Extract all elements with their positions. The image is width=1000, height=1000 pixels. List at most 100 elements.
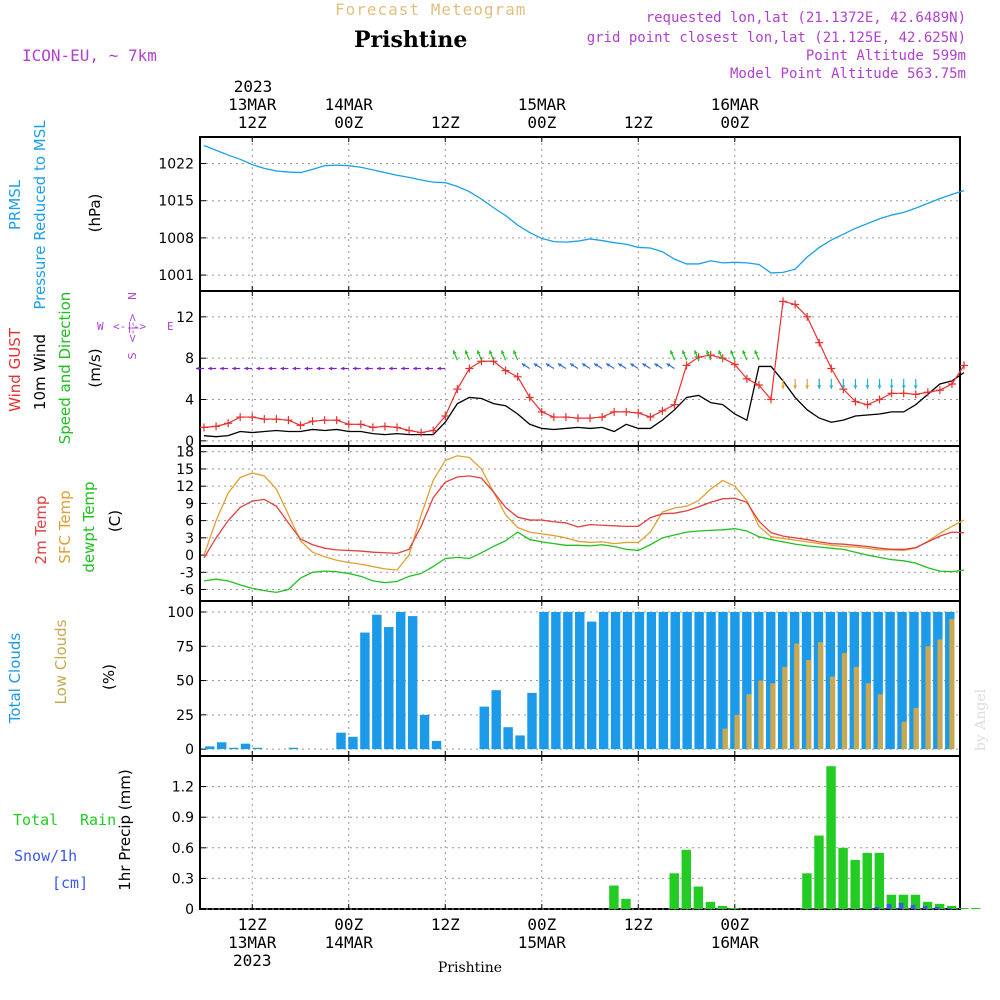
wind-arrow-green-north-2 (682, 350, 686, 360)
gust-marker (477, 357, 485, 365)
temp-2m-label: 2m Temp (32, 496, 50, 565)
sfc-temp-label: SFC Temp (56, 490, 74, 563)
clouds-unit-label: (%) (100, 664, 118, 690)
wind-arrow-light-purple-west (437, 367, 445, 371)
compass-north-south-arrow: <-|-> (126, 313, 139, 343)
top-axis-date: 16MAR (711, 95, 760, 114)
gust-marker (586, 414, 594, 422)
wind-arrow-orange-south (793, 379, 797, 389)
y-tick-label: 12 (176, 479, 194, 495)
top-axis-date: 13MAR (228, 95, 277, 114)
panel-wind (200, 291, 960, 446)
gust-marker (912, 390, 920, 398)
wind-arrow-cyan-south (890, 379, 894, 389)
wind-arrow-light-purple-west (353, 367, 361, 371)
wind-arrow-light-purple-west (268, 367, 276, 371)
wind10-label: 10m Wind (31, 334, 49, 410)
low-cloud-bar (914, 708, 919, 749)
bottom-axis-hour: 00Z (720, 915, 749, 934)
y-tick-label: 1022 (158, 157, 194, 173)
wind-arrow-blue-northwest (546, 364, 554, 369)
gust-marker (284, 416, 292, 424)
bottom-axis-hour: 12Z (431, 915, 460, 934)
gust-marker (550, 413, 558, 421)
gust-marker (212, 422, 220, 430)
total-cloud-bar (611, 612, 620, 749)
gust-marker (465, 365, 473, 373)
bottom-axis-date: 16MAR (711, 933, 760, 952)
total-cloud-bar (527, 693, 536, 749)
gust-marker (622, 408, 630, 416)
bottom-axis-year: 2023 (233, 951, 272, 970)
total-cloud-bar (420, 715, 429, 749)
rain-bar (694, 887, 703, 909)
gust-marker (345, 420, 353, 428)
precip-cm-label: [cm] (52, 874, 88, 892)
gust-marker (610, 408, 618, 416)
gust-marker (272, 415, 280, 423)
y-tick-label: 15 (176, 462, 194, 478)
wind-arrow-cyan-south (854, 379, 858, 389)
y-tick-label: 0 (185, 742, 194, 758)
rain-bar (959, 908, 968, 909)
bottom-axis-hour: 00Z (527, 915, 556, 934)
total-cloud-bar (336, 733, 345, 749)
wind-arrow-blue-northwest (666, 364, 674, 369)
total-clouds-label: Total Clouds (6, 633, 24, 725)
gust-marker (453, 385, 461, 393)
gust-marker (381, 422, 389, 430)
low-cloud-bar (818, 642, 823, 749)
requested-location: requested lon,lat (21.1372E, 42.6489N) (646, 10, 966, 26)
total-cloud-bar (372, 615, 381, 749)
wind10-line (204, 366, 964, 436)
wind-arrow-blue-northwest (654, 364, 662, 369)
y-tick-label: 4 (185, 393, 194, 409)
total-cloud-bar (551, 612, 560, 749)
y-axis-temperature: -6-30369121518 (176, 445, 960, 599)
gust-marker (321, 416, 329, 424)
total-cloud-bar (408, 616, 417, 749)
wind-arrow-green-north (453, 350, 457, 360)
gust-marker (260, 415, 268, 423)
low-cloud-bar (925, 646, 930, 749)
gust-marker (815, 339, 823, 347)
low-cloud-bar (770, 683, 775, 749)
snow-bar (935, 907, 940, 909)
gust-marker (876, 396, 884, 404)
low-cloud-bar (734, 715, 739, 749)
snow-bar (923, 906, 928, 909)
precip-rain-label: Rain (80, 811, 116, 829)
total-cloud-bar (623, 612, 632, 749)
wind-arrow-blue-northwest (570, 364, 578, 369)
wind-arrow-green-north-2 (670, 350, 674, 360)
bottom-axis-date: 14MAR (325, 933, 374, 952)
y-tick-label: -6 (180, 583, 194, 599)
pressure-line (204, 145, 964, 272)
point-altitude: Point Altitude 599m (806, 48, 966, 64)
gust-marker (598, 413, 606, 421)
top-axis-hour: 00Z (527, 113, 556, 132)
gust-marker (562, 413, 570, 421)
y-tick-label: 0.3 (172, 871, 194, 887)
low-cloud-bar (806, 660, 811, 749)
wind-arrow-cyan-south (829, 379, 833, 389)
low-cloud-bar (758, 681, 763, 750)
total-cloud-bar (432, 741, 441, 749)
footer-location: Prishtine (438, 960, 502, 976)
low-cloud-bar (842, 653, 847, 749)
wind-arrow-cyan-south (866, 379, 870, 389)
gust-marker (236, 413, 244, 421)
wind-arrow-green-north (489, 350, 493, 360)
wind-arrow-blue-northwest (558, 364, 566, 369)
wind-arrow-light-purple-west (341, 367, 349, 371)
total-cloud-bar (682, 612, 691, 749)
low-cloud-bar (937, 639, 942, 749)
y-tick-label: 25 (176, 708, 194, 724)
snow-bar (875, 907, 880, 909)
bottom-axis-hour: 12Z (238, 915, 267, 934)
gust-marker (960, 361, 968, 369)
rain-bar (730, 908, 739, 909)
compass-north: N (126, 292, 139, 300)
pressure-unit-label: (hPa) (86, 194, 104, 233)
total-cloud-bar (348, 737, 357, 749)
